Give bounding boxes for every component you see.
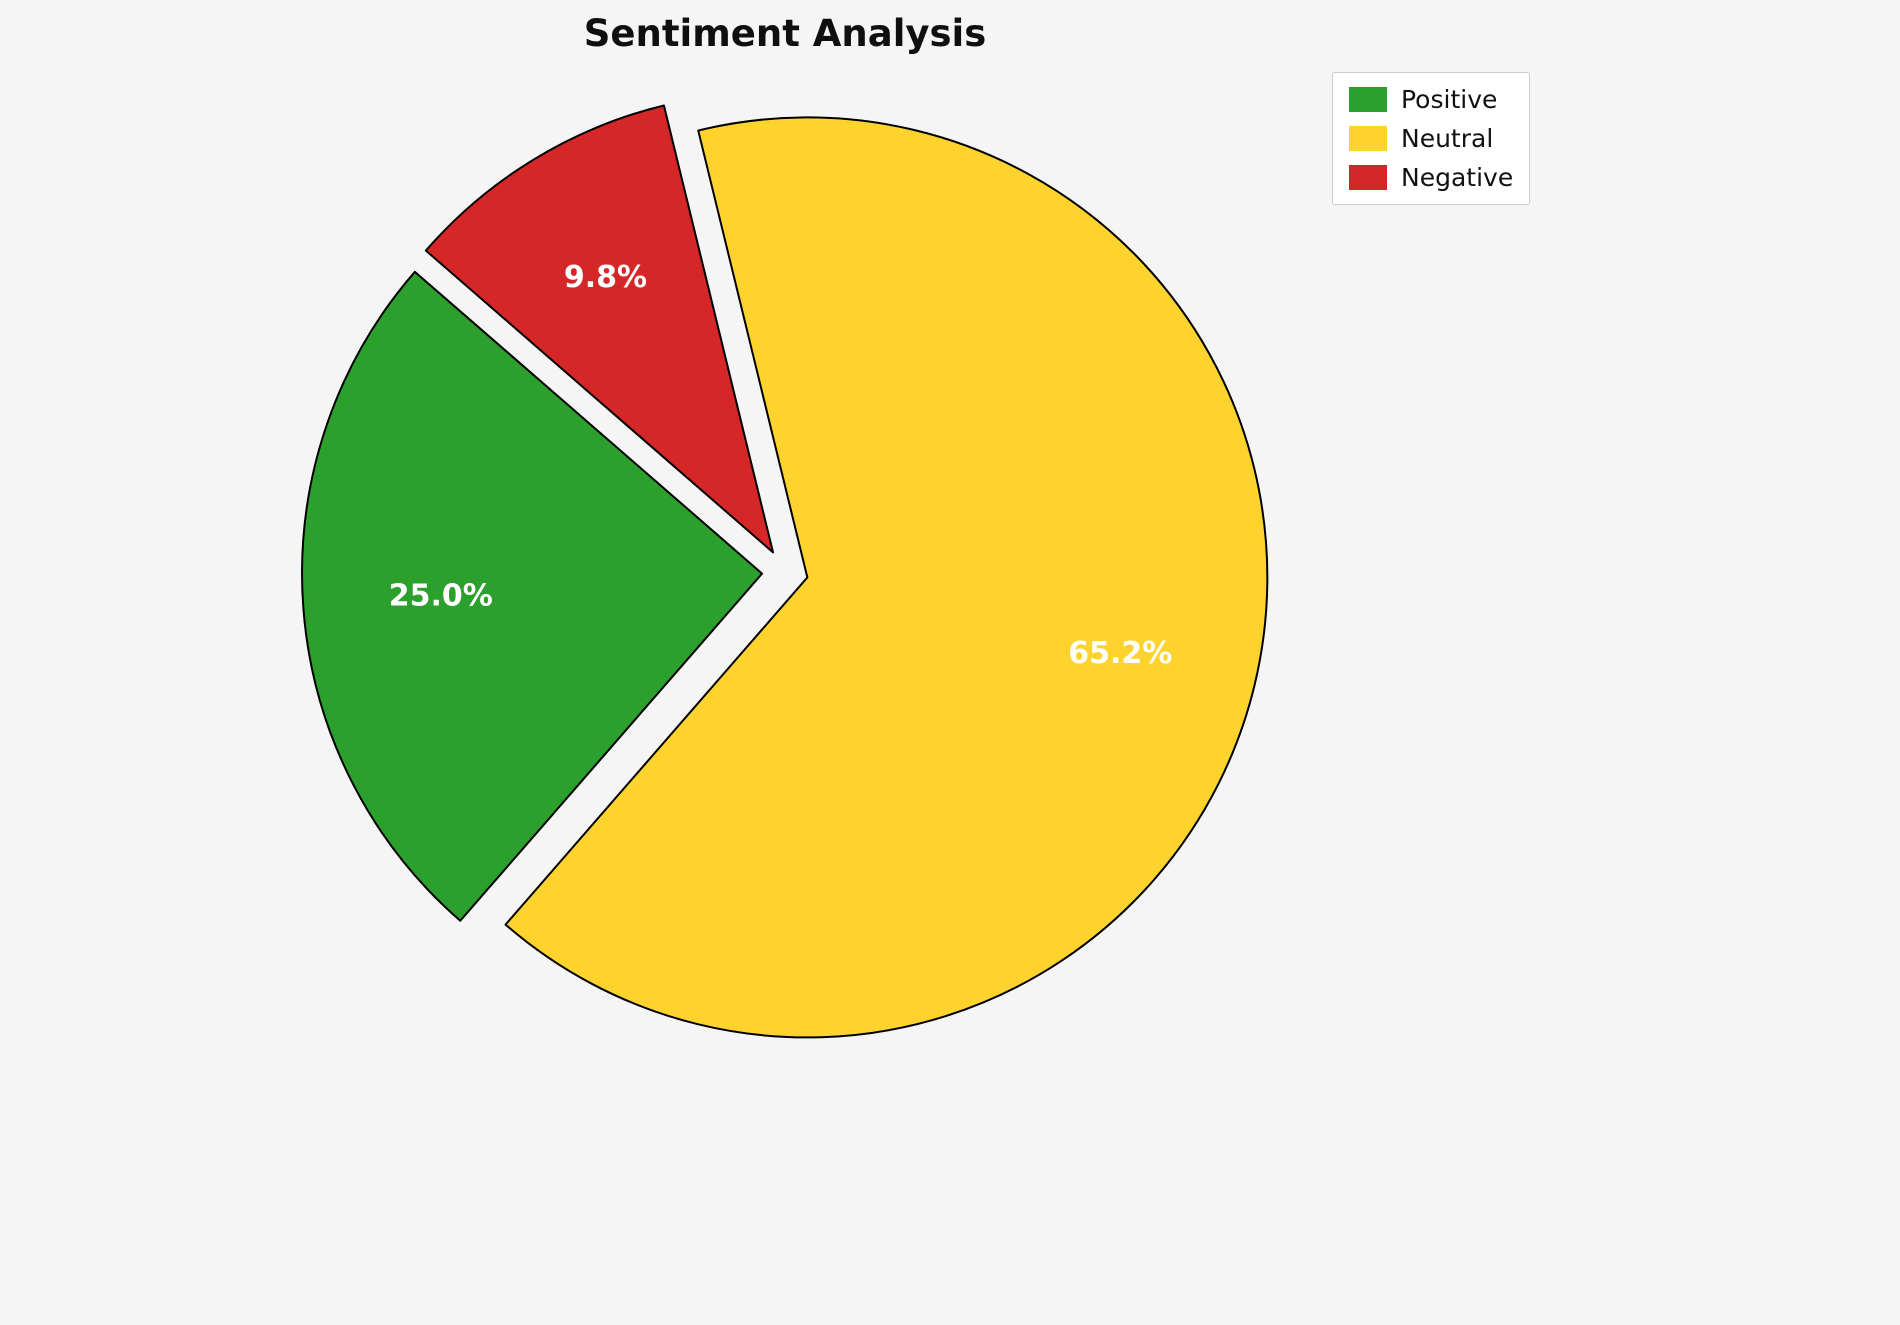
pie-slice-neutral [504,116,1269,1039]
pie-slice-negative [424,104,775,554]
legend-label: Positive [1401,85,1498,114]
legend-item-negative: Negative [1349,163,1513,192]
pie-slice-positive [301,270,764,922]
pct-label-positive: 25.0% [389,579,493,614]
legend-swatch-positive [1349,87,1387,112]
legend: Positive Neutral Negative [1332,72,1531,205]
legend-label: Neutral [1401,124,1494,153]
pct-label-neutral: 65.2% [1068,636,1172,671]
legend-swatch-neutral [1349,126,1387,151]
legend-item-neutral: Neutral [1349,124,1513,153]
pct-label-negative: 9.8% [564,260,647,295]
chart-title: Sentiment Analysis [583,12,987,55]
legend-label: Negative [1401,163,1514,192]
legend-item-positive: Positive [1349,85,1513,114]
legend-swatch-negative [1349,165,1387,190]
